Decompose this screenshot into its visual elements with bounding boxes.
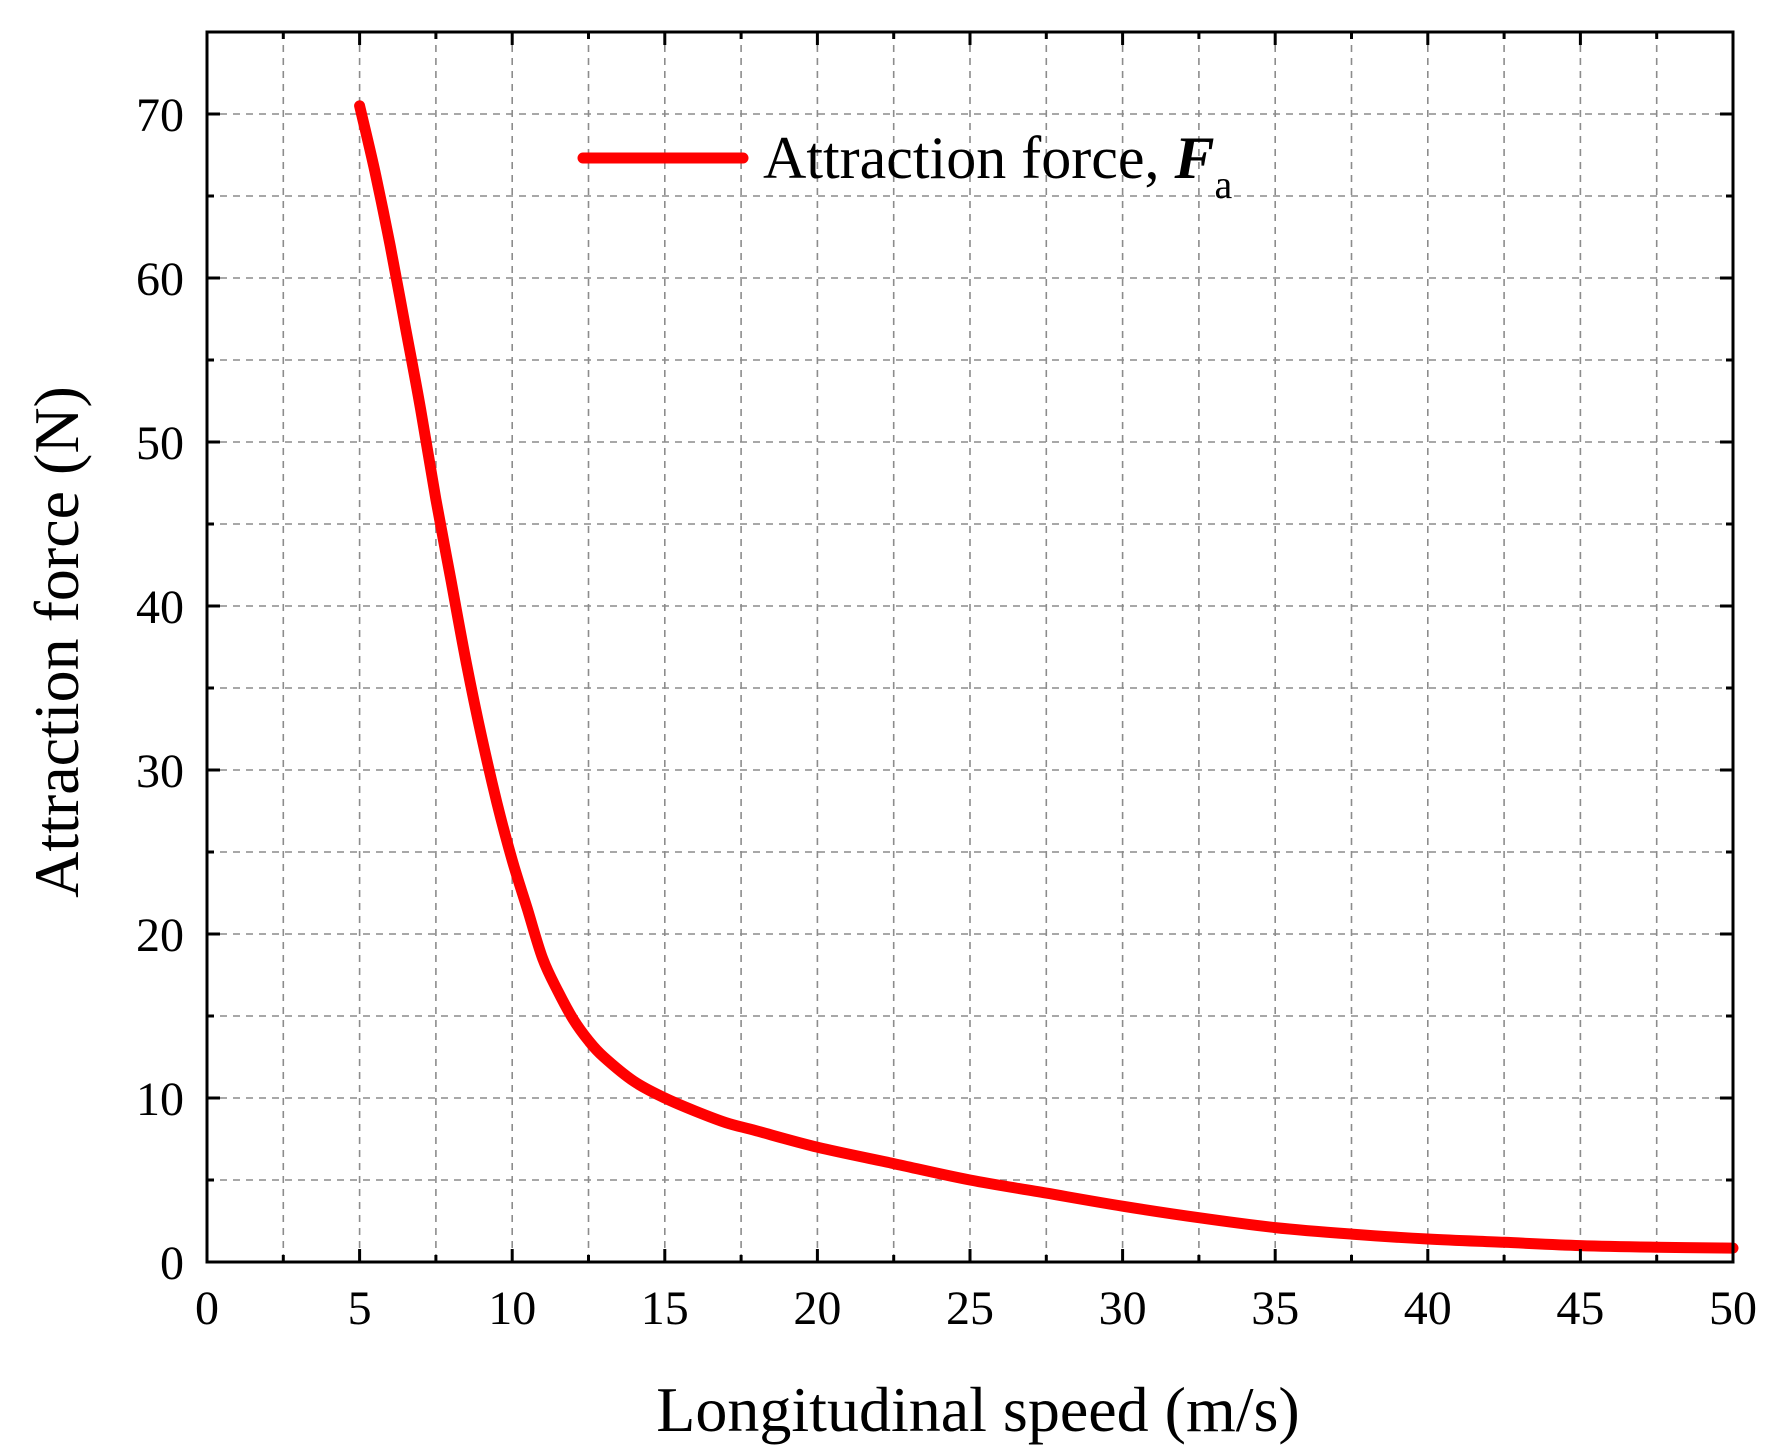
axis-ticks (205, 30, 1735, 1264)
y-tick-label: 50 (136, 417, 184, 470)
x-tick-label: 0 (195, 1282, 219, 1335)
x-tick-label: 10 (488, 1282, 536, 1335)
x-tick-label: 40 (1404, 1282, 1452, 1335)
legend-symbol: F (1173, 125, 1214, 191)
legend: Attraction force, Fa (577, 125, 1233, 207)
y-tick-label: 60 (136, 253, 184, 306)
x-tick-label: 50 (1709, 1282, 1757, 1335)
x-tick-label: 35 (1251, 1282, 1299, 1335)
x-tick-label: 5 (348, 1282, 372, 1335)
x-tick-label: 25 (946, 1282, 994, 1335)
x-axis-title: Longitudinal speed (m/s) (656, 1374, 1299, 1445)
legend-label-text: Attraction force, (763, 125, 1174, 191)
y-tick-label: 20 (136, 909, 184, 962)
x-tick-label: 30 (1099, 1282, 1147, 1335)
x-tick-labels: 0 5 10 15 20 25 30 35 40 45 50 (195, 1282, 1757, 1335)
legend-subscript: a (1215, 162, 1233, 207)
y-axis-title: Attraction force (N) (21, 386, 92, 898)
x-tick-label: 45 (1556, 1282, 1604, 1335)
grid (207, 32, 1733, 1262)
y-tick-labels: 0 10 20 30 40 50 60 70 (136, 89, 184, 1290)
y-tick-label: 70 (136, 89, 184, 142)
x-tick-label: 20 (793, 1282, 841, 1335)
legend-label: Attraction force, Fa (763, 125, 1233, 207)
x-tick-label: 15 (641, 1282, 689, 1335)
series-layer (354, 100, 1739, 1254)
y-tick-label: 40 (136, 581, 184, 634)
y-tick-label: 0 (160, 1237, 184, 1290)
y-tick-label: 10 (136, 1073, 184, 1126)
y-tick-label: 30 (136, 745, 184, 798)
series-line-attraction-force (354, 100, 1739, 1254)
